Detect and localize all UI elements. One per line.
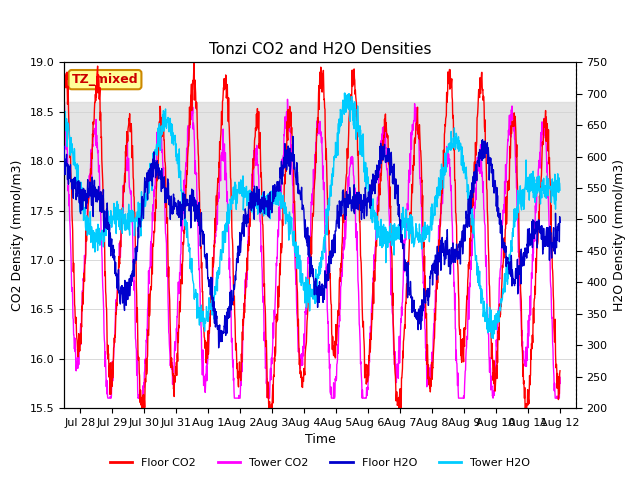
Y-axis label: H2O Density (mmol/m3): H2O Density (mmol/m3) — [613, 159, 626, 311]
Y-axis label: CO2 Density (mmol/m3): CO2 Density (mmol/m3) — [11, 159, 24, 311]
X-axis label: Time: Time — [305, 433, 335, 446]
Bar — [64, 102, 576, 220]
Legend: Floor CO2, Tower CO2, Floor H2O, Tower H2O: Floor CO2, Tower CO2, Floor H2O, Tower H… — [105, 453, 535, 472]
Text: TZ_mixed: TZ_mixed — [72, 73, 138, 86]
Title: Tonzi CO2 and H2O Densities: Tonzi CO2 and H2O Densities — [209, 42, 431, 57]
